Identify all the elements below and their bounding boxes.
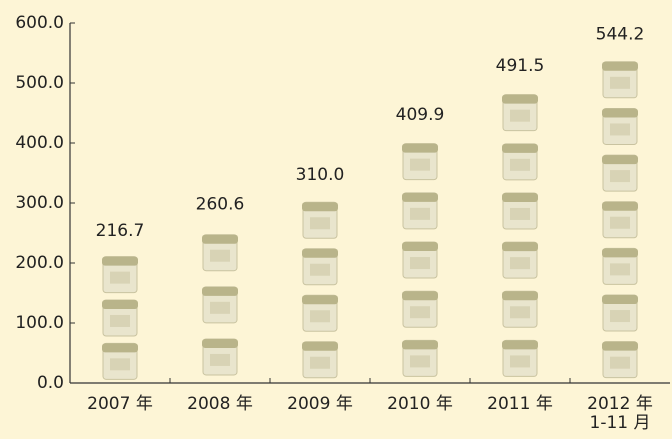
icon-top bbox=[402, 340, 438, 349]
icon-label bbox=[610, 77, 630, 89]
bar bbox=[202, 235, 238, 375]
y-tick-label: 600.0 bbox=[15, 13, 64, 33]
icon-top bbox=[502, 340, 538, 349]
icon-label bbox=[510, 110, 530, 122]
x-tick-label: 2008 年 bbox=[170, 395, 270, 414]
icon-top bbox=[602, 62, 638, 71]
icon-label bbox=[110, 315, 130, 327]
icon-label bbox=[510, 355, 530, 367]
icon-top bbox=[602, 155, 638, 164]
icon-label bbox=[310, 217, 330, 229]
icon-label bbox=[110, 272, 130, 284]
bar bbox=[502, 95, 538, 377]
icon-label bbox=[510, 257, 530, 269]
icon-label bbox=[610, 263, 630, 275]
x-tick-label: 2010 年 bbox=[370, 395, 470, 414]
y-tick-label: 500.0 bbox=[15, 73, 64, 93]
value-label: 409.9 bbox=[396, 105, 445, 125]
icon-label bbox=[310, 310, 330, 322]
icon-label bbox=[610, 217, 630, 229]
icon-label bbox=[210, 302, 230, 314]
icon-top bbox=[202, 235, 238, 244]
icon-top bbox=[302, 342, 338, 351]
value-label: 544.2 bbox=[596, 24, 645, 44]
value-label: 491.5 bbox=[496, 56, 545, 76]
bar bbox=[402, 144, 438, 377]
icon-label bbox=[210, 250, 230, 262]
value-label: 216.7 bbox=[96, 221, 145, 241]
icon-label bbox=[410, 306, 430, 318]
icon-label bbox=[410, 159, 430, 171]
y-tick-label: 300.0 bbox=[15, 193, 64, 213]
icon-top bbox=[602, 342, 638, 351]
bar bbox=[102, 257, 138, 380]
icon-label bbox=[210, 354, 230, 366]
icon-top bbox=[102, 343, 138, 352]
icon-top bbox=[602, 108, 638, 117]
value-label: 310.0 bbox=[296, 165, 345, 185]
icon-top bbox=[402, 291, 438, 300]
x-tick-label: 2009 年 bbox=[270, 395, 370, 414]
icon-label bbox=[510, 306, 530, 318]
bar bbox=[302, 202, 338, 378]
x-tick-label: 2007 年 bbox=[70, 395, 170, 414]
icon-label bbox=[410, 208, 430, 220]
x-tick-label: 2012 年 1-11 月 bbox=[570, 395, 670, 433]
y-tick-label: 200.0 bbox=[15, 253, 64, 273]
icon-top bbox=[502, 95, 538, 104]
icon-top bbox=[402, 144, 438, 153]
y-tick-label: 100.0 bbox=[15, 313, 64, 333]
bar bbox=[602, 62, 638, 378]
icon-top bbox=[102, 257, 138, 266]
icon-top bbox=[202, 339, 238, 348]
icon-top bbox=[502, 242, 538, 251]
icon-top bbox=[602, 202, 638, 211]
x-tick-label: 2011 年 bbox=[470, 395, 570, 414]
icon-top bbox=[502, 291, 538, 300]
icon-label bbox=[410, 257, 430, 269]
icon-top bbox=[502, 144, 538, 153]
icon-top bbox=[502, 193, 538, 202]
icon-top bbox=[402, 193, 438, 202]
icon-label bbox=[610, 123, 630, 135]
icon-top bbox=[202, 287, 238, 296]
icon-label bbox=[110, 358, 130, 370]
y-tick-label: 0.0 bbox=[37, 373, 64, 393]
icon-top bbox=[102, 300, 138, 309]
icon-top bbox=[302, 249, 338, 258]
value-label: 260.6 bbox=[196, 195, 245, 215]
icon-top bbox=[302, 295, 338, 304]
icon-label bbox=[510, 208, 530, 220]
icon-label bbox=[310, 264, 330, 276]
icon-label bbox=[610, 357, 630, 369]
y-tick-label: 400.0 bbox=[15, 133, 64, 153]
icon-label bbox=[310, 357, 330, 369]
icon-top bbox=[602, 295, 638, 304]
plot: 0.0 100.0 200.0 300.0 400.0 500.0 600.0 216.7 26… bbox=[0, 0, 672, 439]
icon-top bbox=[602, 248, 638, 257]
icon-label bbox=[610, 310, 630, 322]
icon-label bbox=[410, 355, 430, 367]
chart: 0.0 100.0 200.0 300.0 400.0 500.0 600.0 216.7 26… bbox=[0, 0, 672, 439]
icon-top bbox=[402, 242, 438, 251]
icon-label bbox=[510, 159, 530, 171]
icon-label bbox=[610, 170, 630, 182]
icon-top bbox=[302, 202, 338, 211]
